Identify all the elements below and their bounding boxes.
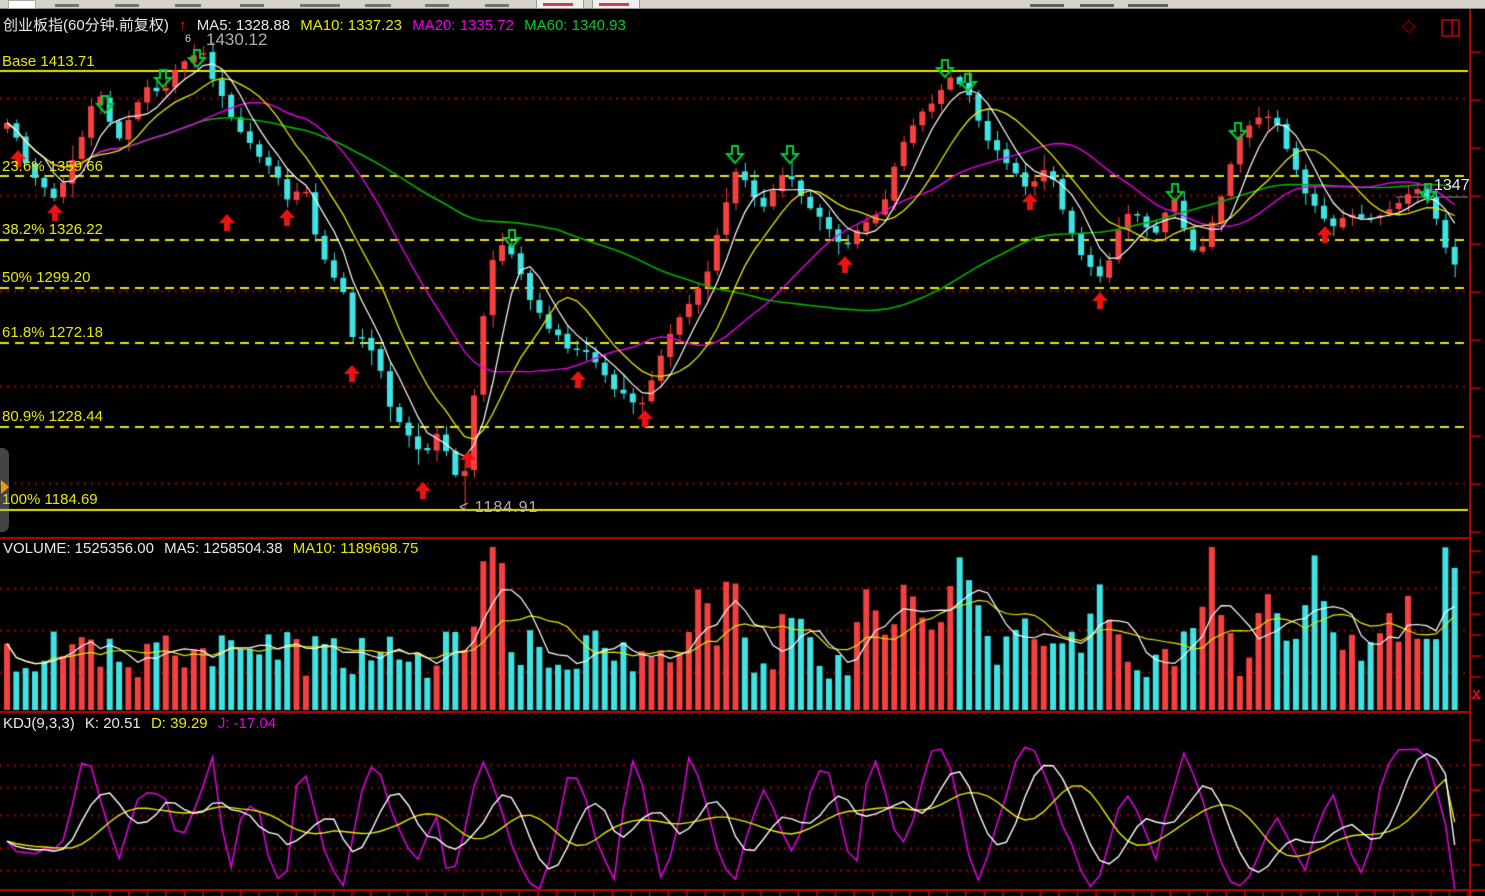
diamond-icon[interactable]: ◇ <box>1402 16 1416 35</box>
split-window-icon[interactable] <box>1441 19 1460 37</box>
menu-item[interactable] <box>485 4 509 7</box>
menu-status-text <box>1080 4 1114 7</box>
menu-bar[interactable] <box>0 0 1485 9</box>
menu-item[interactable] <box>175 4 201 7</box>
menu-item[interactable] <box>115 4 139 7</box>
volume-kdj-divider <box>0 711 1471 713</box>
menu-status-text <box>1030 4 1064 7</box>
menu-status-text <box>1128 4 1168 7</box>
menu-item[interactable] <box>240 4 264 7</box>
bottom-axis-line <box>0 889 1485 891</box>
expand-arrow-icon <box>1 480 9 494</box>
menu-toolbar-button[interactable] <box>536 0 584 9</box>
menu-toolbar-button[interactable] <box>592 0 640 9</box>
menu-item[interactable] <box>425 4 449 7</box>
menu-item[interactable] <box>365 4 391 7</box>
right-axis-border <box>1469 8 1471 896</box>
menu-item[interactable] <box>55 4 79 7</box>
main-volume-divider <box>0 537 1471 539</box>
menu-item[interactable] <box>300 4 340 7</box>
menu-system-chip[interactable] <box>8 0 36 9</box>
left-panel-expand-handle[interactable] <box>0 448 9 532</box>
